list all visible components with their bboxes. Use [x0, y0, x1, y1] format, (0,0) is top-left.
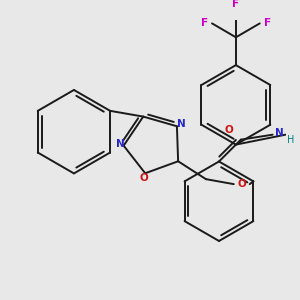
Text: F: F: [200, 18, 208, 28]
Text: F: F: [264, 18, 271, 28]
Text: F: F: [232, 0, 239, 8]
Text: N: N: [116, 139, 125, 149]
Text: N: N: [275, 128, 284, 138]
Text: O: O: [225, 125, 233, 135]
Text: N: N: [176, 119, 185, 129]
Text: H: H: [287, 135, 294, 145]
Text: O: O: [140, 173, 148, 183]
Text: O: O: [237, 179, 246, 189]
